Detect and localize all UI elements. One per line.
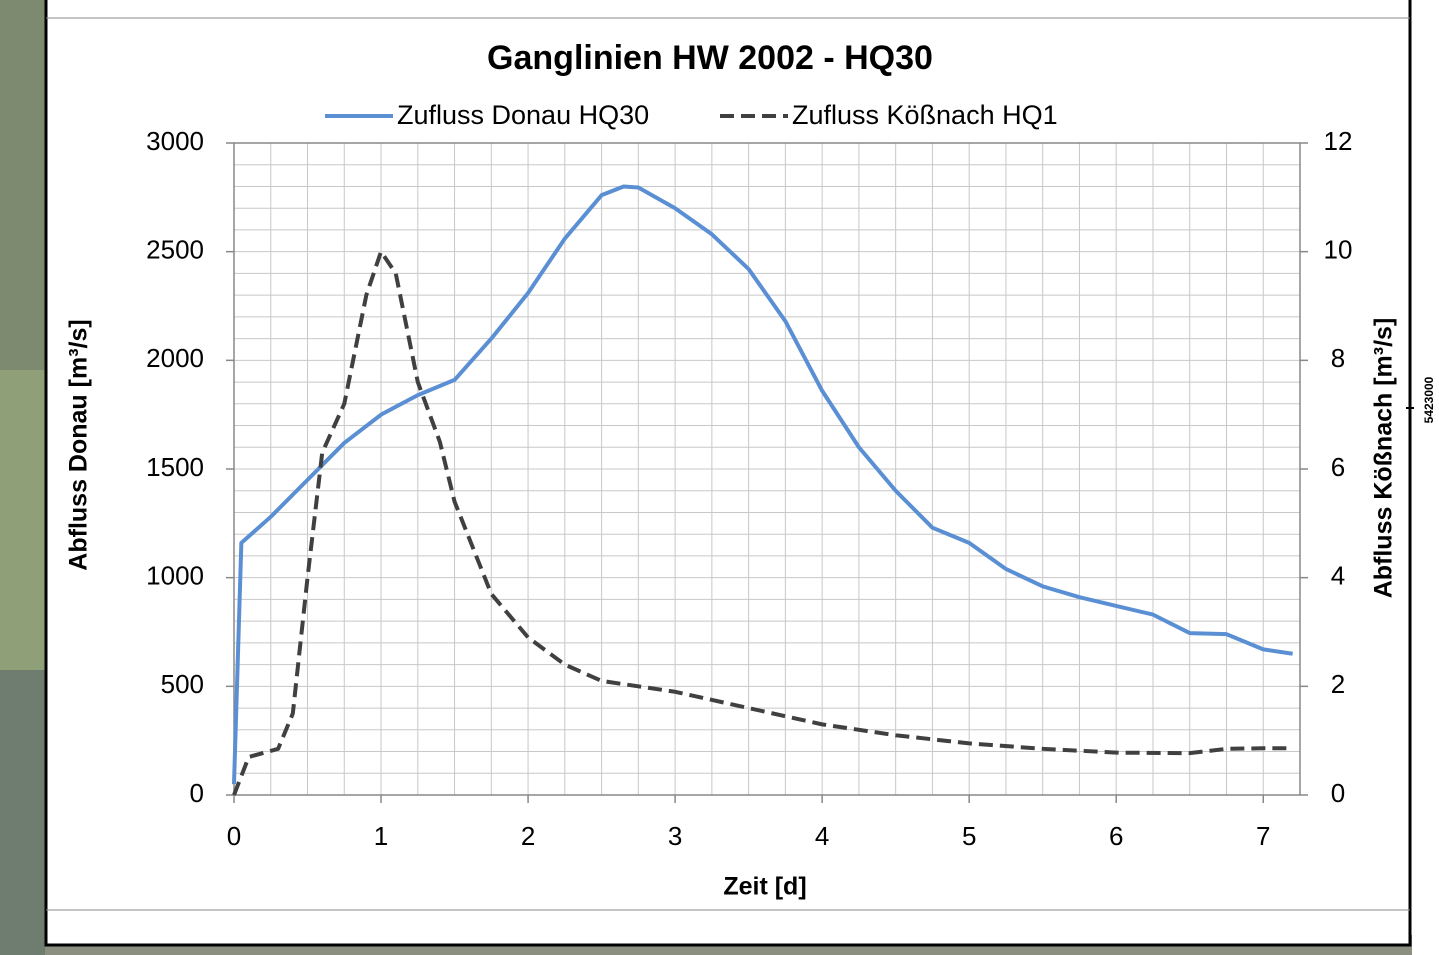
- y2-tick-label: 4: [1331, 561, 1345, 591]
- y-tick-label: 500: [161, 669, 204, 699]
- y2-tick-label: 0: [1331, 778, 1345, 808]
- y-tick-label: 2500: [146, 235, 204, 265]
- legend-label: Zufluss Kößnach HQ1: [792, 100, 1058, 130]
- frame: [46, 0, 1410, 945]
- y-tick-label: 1000: [146, 561, 204, 591]
- x-tick-label: 2: [521, 821, 535, 851]
- map-margin: [1412, 0, 1439, 955]
- chart-title: Ganglinien HW 2002 - HQ30: [487, 39, 933, 77]
- x-tick-label: 7: [1256, 821, 1270, 851]
- map-coordinate: 5423000: [1422, 376, 1436, 423]
- map-field: [0, 370, 45, 670]
- y-axis-label: Abfluss Donau [m³/s]: [65, 319, 93, 570]
- x-tick-label: 1: [374, 821, 388, 851]
- y-tick-label: 2000: [146, 343, 204, 373]
- map-water: [0, 670, 45, 955]
- x-tick-label: 3: [668, 821, 682, 851]
- y-tick-label: 0: [190, 778, 204, 808]
- y2-axis-label: Abfluss Kößnach [m³/s]: [1370, 318, 1398, 599]
- x-tick-label: 4: [815, 821, 829, 851]
- y-tick-label: 1500: [146, 452, 204, 482]
- y2-tick-label: 12: [1324, 126, 1353, 156]
- y-tick-label: 3000: [146, 126, 204, 156]
- x-tick-label: 5: [962, 821, 976, 851]
- y2-tick-label: 6: [1331, 452, 1345, 482]
- chart: 5423000 Ganglinien HW 2002 - HQ30 Zeit […: [0, 0, 1439, 955]
- legend-label: Zufluss Donau HQ30: [397, 100, 649, 130]
- y2-tick-label: 10: [1324, 235, 1353, 265]
- y2-tick-label: 2: [1331, 669, 1345, 699]
- x-tick-label: 0: [227, 821, 241, 851]
- x-tick-label: 6: [1109, 821, 1123, 851]
- x-axis-label: Zeit [d]: [723, 873, 806, 901]
- y2-tick-label: 8: [1331, 343, 1345, 373]
